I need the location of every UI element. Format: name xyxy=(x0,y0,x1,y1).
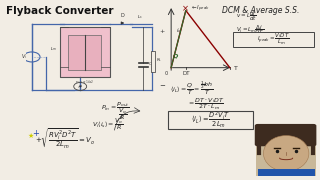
Text: $R_L$: $R_L$ xyxy=(156,56,163,64)
Text: 0: 0 xyxy=(164,71,168,76)
Text: $I_{peak} = \dfrac{V_i DT}{L_m}$: $I_{peak} = \dfrac{V_i DT}{L_m}$ xyxy=(257,32,290,47)
FancyBboxPatch shape xyxy=(258,169,315,176)
FancyBboxPatch shape xyxy=(255,124,316,146)
Text: C: C xyxy=(149,62,152,66)
Text: $\times$: $\times$ xyxy=(181,4,189,14)
Text: $= \dfrac{DT \cdot V_i DT}{2T \cdot L_m}$: $= \dfrac{DT \cdot V_i DT}{2T \cdot L_m}… xyxy=(187,96,225,112)
Text: Flyback Converter: Flyback Converter xyxy=(6,6,113,16)
Text: $V_i$: $V_i$ xyxy=(21,53,28,61)
FancyBboxPatch shape xyxy=(277,164,296,176)
Text: $i_o$: $i_o$ xyxy=(176,26,182,35)
Text: $L_s$: $L_s$ xyxy=(138,14,143,21)
FancyBboxPatch shape xyxy=(60,28,109,78)
Text: +: + xyxy=(159,29,165,33)
Text: $+\sqrt{\dfrac{R V_i^2 D^2 T}{2L_m}} = V_o$: $+\sqrt{\dfrac{R V_i^2 D^2 T}{2L_m}} = V… xyxy=(35,126,95,150)
FancyBboxPatch shape xyxy=(256,127,316,176)
FancyBboxPatch shape xyxy=(151,51,155,72)
Text: $P_{in} = \dfrac{P_{out}}{\dfrac{V_o}{R}}$: $P_{in} = \dfrac{P_{out}}{\dfrac{V_o}{R}… xyxy=(101,100,129,122)
Text: $L_m$: $L_m$ xyxy=(50,45,57,53)
Text: $\leftarrow I_{peak}$: $\leftarrow I_{peak}$ xyxy=(190,4,210,14)
Ellipse shape xyxy=(263,136,309,171)
Text: −: − xyxy=(159,83,165,89)
Text: $\langle i_L \rangle = \dfrac{Q}{T} = \dfrac{\frac{1}{2}bh}{T}$: $\langle i_L \rangle = \dfrac{Q}{T} = \d… xyxy=(170,79,213,97)
FancyBboxPatch shape xyxy=(168,111,253,129)
Text: D: D xyxy=(121,13,124,18)
Text: $+$: $+$ xyxy=(32,128,40,138)
Text: $\langle i_L \rangle = \dfrac{D^2 V_i T}{2L_m}$: $\langle i_L \rangle = \dfrac{D^2 V_i T}… xyxy=(191,109,230,130)
FancyBboxPatch shape xyxy=(68,35,101,70)
Text: T: T xyxy=(234,66,238,71)
Text: $\bigstar$: $\bigstar$ xyxy=(28,131,35,140)
Text: $n = x_1/x_2$: $n = x_1/x_2$ xyxy=(75,78,94,86)
Text: $V_i \langle i_s \rangle = \dfrac{V_o^2}{R}$: $V_i \langle i_s \rangle = \dfrac{V_o^2}… xyxy=(92,115,124,132)
FancyBboxPatch shape xyxy=(233,32,314,47)
Text: DCM & Average S.S.: DCM & Average S.S. xyxy=(222,6,299,15)
Text: Q: Q xyxy=(172,54,178,59)
Text: DT: DT xyxy=(182,71,189,76)
Text: $V_i = L_m \dfrac{\Delta i}{DT}$: $V_i = L_m \dfrac{\Delta i}{DT}$ xyxy=(236,23,264,37)
Text: $v = L\dfrac{di}{dt}$: $v = L\dfrac{di}{dt}$ xyxy=(236,10,257,23)
